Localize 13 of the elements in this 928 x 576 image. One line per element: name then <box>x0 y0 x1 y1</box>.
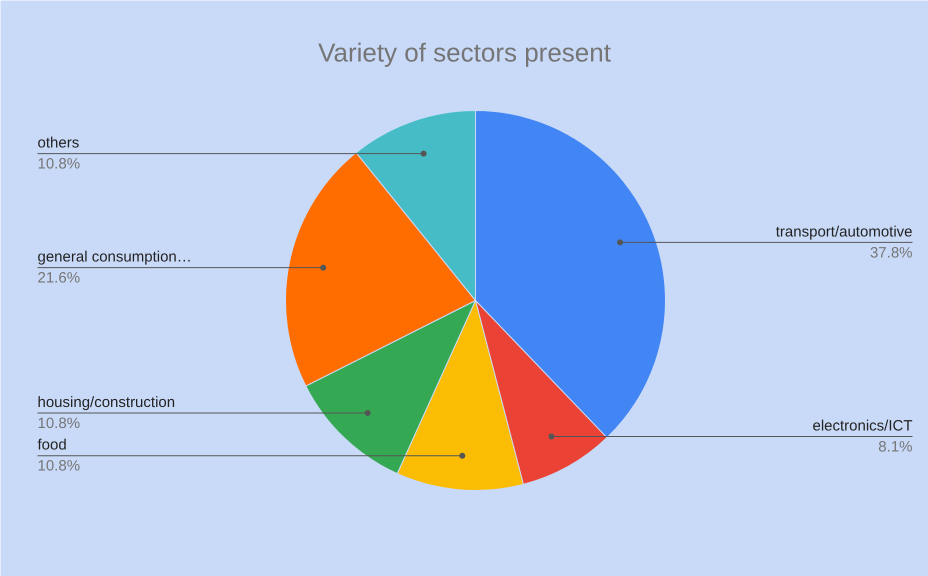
slice-label: electronics/ICT <box>812 418 913 435</box>
slice-label: transport/automotive <box>776 223 913 240</box>
chart-title: Variety of sectors present <box>318 38 612 68</box>
data-label: 37.8% <box>870 244 913 262</box>
slice-label: housing/construction <box>38 394 176 411</box>
data-label: 21.6% <box>38 270 80 287</box>
slice-label: general consumption… <box>38 248 192 266</box>
data-label: 8.1% <box>878 438 913 456</box>
slice-label: others <box>38 134 80 152</box>
data-label: 10.8% <box>38 156 80 173</box>
data-label: 10.8% <box>38 414 80 432</box>
data-label: 10.8% <box>38 458 80 475</box>
slice-label: food <box>38 436 67 454</box>
